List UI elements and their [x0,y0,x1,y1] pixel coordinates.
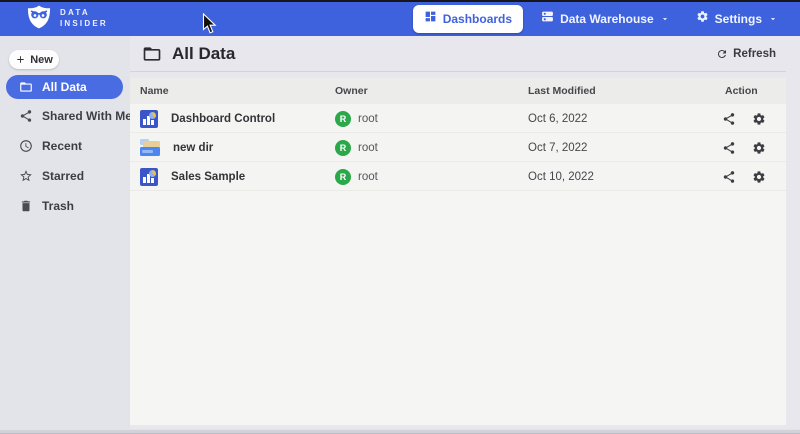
top-header-bar: DATA INSIDER Dashboards Data Warehouse S… [0,2,800,36]
settings-action-icon[interactable] [752,170,766,184]
settings-label: Settings [714,12,762,26]
page-header: All Data Refresh [130,36,786,72]
settings-action-icon[interactable] [752,141,766,155]
owner-name: root [358,141,378,154]
dashboard-file-icon [140,167,158,186]
last-modified-date: Oct 6, 2022 [528,112,588,125]
star-icon [20,169,32,181]
file-name: Sales Sample [171,170,246,183]
sidebar-item-recent[interactable]: Recent [0,132,130,159]
sidebar: New All Data Shared With Me Recent Starr… [0,36,132,429]
folder-file-icon [140,139,160,156]
dashboards-button[interactable]: Dashboards [412,5,524,33]
new-button[interactable]: New [9,50,59,69]
owner-name: root [358,170,378,183]
page-title: All Data [172,43,236,63]
owner-avatar: R [335,168,351,185]
last-modified-date: Oct 10, 2022 [528,170,594,183]
sidebar-item-starred[interactable]: Starred [0,162,130,189]
folder-icon [20,82,32,92]
file-table: Name Owner Last Modified Action Dashboar… [130,78,786,425]
sidebar-item-trash[interactable]: Trash [0,192,130,219]
dashboard-grid-icon [424,10,437,28]
refresh-label: Refresh [733,47,776,60]
owner-avatar: R [335,110,351,127]
sidebar-item-all-data[interactable]: All Data [6,75,123,99]
settings-menu[interactable]: Settings [688,5,786,33]
sidebar-item-label: Trash [42,198,75,213]
sidebar-item-label: All Data [42,80,87,94]
window-bottom-edge [0,430,800,434]
dashboards-label: Dashboards [442,12,513,26]
column-header-last-modified: Last Modified [528,85,596,97]
share-icon [20,109,32,122]
sidebar-item-label: Shared With Me [42,108,132,123]
sidebar-list: All Data Shared With Me Recent Starred T… [0,75,132,219]
settings-action-icon[interactable] [752,112,766,126]
new-button-label: New [30,53,53,66]
gear-icon [696,10,709,28]
sidebar-item-shared-with-me[interactable]: Shared With Me [0,102,132,129]
file-name: Dashboard Control [171,112,276,125]
sidebar-item-label: Recent [42,138,83,153]
trash-icon [21,200,31,211]
database-icon [541,10,554,28]
refresh-icon [718,49,727,58]
column-header-action: Action [725,85,758,97]
data-warehouse-menu[interactable]: Data Warehouse [533,5,678,33]
table-row[interactable]: Dashboard Control R root Oct 6, 2022 [130,104,786,133]
table-row[interactable]: new dir R root Oct 7, 2022 [130,133,786,162]
owner-avatar: R [335,139,351,156]
folder-icon [143,46,161,61]
brand-logo: DATA INSIDER [26,4,108,35]
share-action-icon[interactable] [722,141,736,155]
chevron-down-icon [662,18,667,21]
last-modified-date: Oct 7, 2022 [528,141,588,154]
data-warehouse-label: Data Warehouse [560,12,654,26]
clock-icon [20,139,32,152]
main-content: All Data Refresh Name Owner Last Modifie… [130,36,800,429]
refresh-button[interactable]: Refresh [716,48,776,60]
file-name: new dir [173,141,214,154]
window-top-edge [0,0,800,2]
share-action-icon[interactable] [722,170,736,184]
owner-name: root [358,112,378,125]
table-row[interactable]: Sales Sample R root Oct 10, 2022 [130,162,786,191]
owl-logo-icon [26,4,52,35]
share-action-icon[interactable] [722,112,736,126]
dashboard-file-icon [140,109,158,128]
sidebar-item-label: Starred [42,168,85,183]
brand-name: DATA INSIDER [60,8,108,28]
column-header-owner: Owner [335,85,368,97]
column-header-name: Name [140,85,169,97]
plus-icon [17,56,24,63]
table-header-row: Name Owner Last Modified Action [130,78,786,104]
chevron-down-icon [770,18,776,21]
top-navigation: Dashboards Data Warehouse Settings [412,5,786,33]
